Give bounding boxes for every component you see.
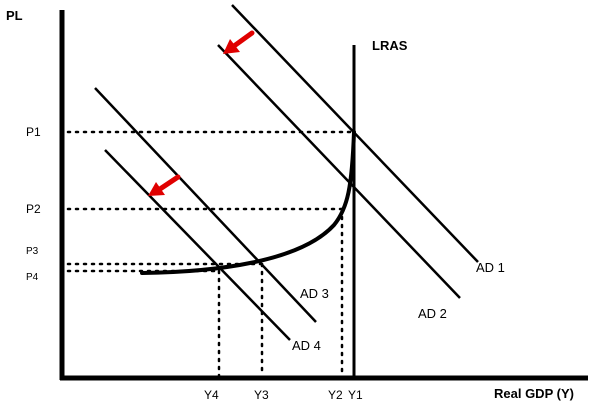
lras-label: LRAS: [372, 38, 408, 53]
ad3-curve: [94, 87, 317, 323]
y1-label: Y1: [348, 388, 363, 402]
y3-label: Y3: [254, 388, 269, 402]
ad4-label: AD 4: [292, 338, 321, 353]
ad4-curve: [104, 149, 291, 341]
ad3-label: AD 3: [300, 286, 329, 301]
ad2-label: AD 2: [418, 306, 447, 321]
shift-arrow-icon: [148, 174, 181, 196]
x-axis-label: Real GDP (Y): [494, 386, 574, 401]
p2-label: P2: [26, 202, 41, 216]
y4-label: Y4: [204, 388, 219, 402]
p1-label: P1: [26, 125, 41, 139]
price-guides: [66, 130, 356, 273]
ad1-label: AD 1: [476, 260, 505, 275]
p3-label: P3: [26, 246, 39, 257]
sras-curve: [140, 130, 356, 275]
shift-arrow-icon: [223, 30, 255, 54]
y2-label: Y2: [328, 388, 343, 402]
y-axis-label: PL: [6, 8, 23, 23]
ad2-curve: [217, 44, 461, 299]
p4-label: P4: [26, 272, 39, 283]
